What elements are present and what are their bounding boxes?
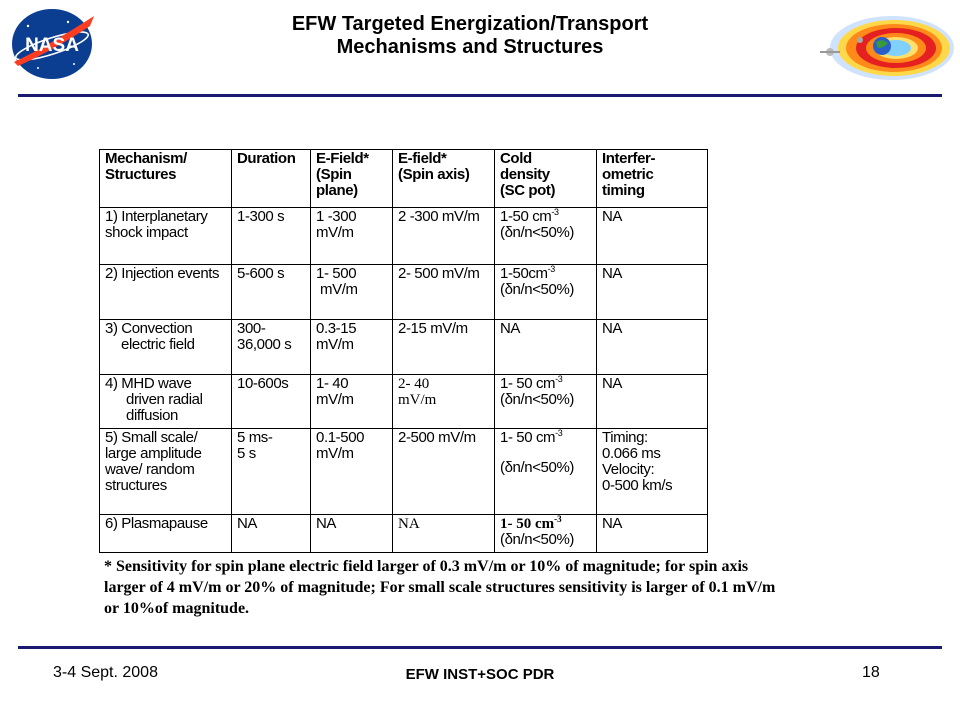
header-duration: Duration bbox=[231, 149, 311, 208]
header-timing: Interfer-ometric timing bbox=[596, 149, 708, 208]
page-number: 18 bbox=[862, 664, 880, 681]
header-cold-density: Cold density (SC pot) bbox=[494, 149, 597, 208]
table-row: 4) MHD wave driven radial diffusion 10-600… bbox=[99, 374, 708, 429]
table-row: 6) Plasmapause NA NA NA 1- 50 cm-3 (δn/n<… bbox=[99, 514, 708, 553]
header-mechanism: Mechanism/Structures bbox=[99, 149, 232, 208]
footer-title: EFW INST+SOC PDR bbox=[405, 666, 555, 683]
header-efield-spin: E-Field* (Spin plane) bbox=[310, 149, 393, 208]
footer-date: 3-4 Sept. 2008 bbox=[53, 664, 158, 681]
table-header-row: Mechanism/Structures Duration E-Field* (S… bbox=[99, 149, 708, 208]
footnote-line: or 10%of magnitude. bbox=[104, 600, 250, 617]
nasa-logo-text: NASA bbox=[25, 35, 79, 56]
slide-title-line1: EFW Targeted Energization/Transport bbox=[291, 13, 649, 35]
footer-rule bbox=[18, 646, 942, 649]
header-efield-axis: E-field* (Spin axis) bbox=[392, 149, 495, 208]
nasa-logo: NASA bbox=[12, 9, 94, 79]
footnote-line: * Sensitivity for spin plane electric fi… bbox=[104, 558, 749, 575]
radiation-belts-illustration bbox=[820, 16, 954, 80]
header-rule bbox=[18, 94, 942, 97]
mechanisms-table: Mechanism/Structures Duration E-Field* (S… bbox=[99, 149, 708, 553]
sensitivity-footnote: * Sensitivity for spin plane electric fi… bbox=[104, 556, 884, 619]
table-row: 5) Small scale/large amplitude wave/ rand… bbox=[99, 428, 708, 515]
table-row: 1) Interplanetary shock impact 1-300 s 1 … bbox=[99, 207, 708, 265]
table-row: 2) Injection events 5-600 s 1- 500 mV/m 2… bbox=[99, 264, 708, 320]
footnote-line: larger of 4 mV/m or 20% of magnitude; Fo… bbox=[104, 579, 776, 596]
table-row: 3) Convection electric field 300- 36,000 s… bbox=[99, 319, 708, 375]
slide-title-line2: Mechanisms and Structures bbox=[336, 36, 604, 58]
